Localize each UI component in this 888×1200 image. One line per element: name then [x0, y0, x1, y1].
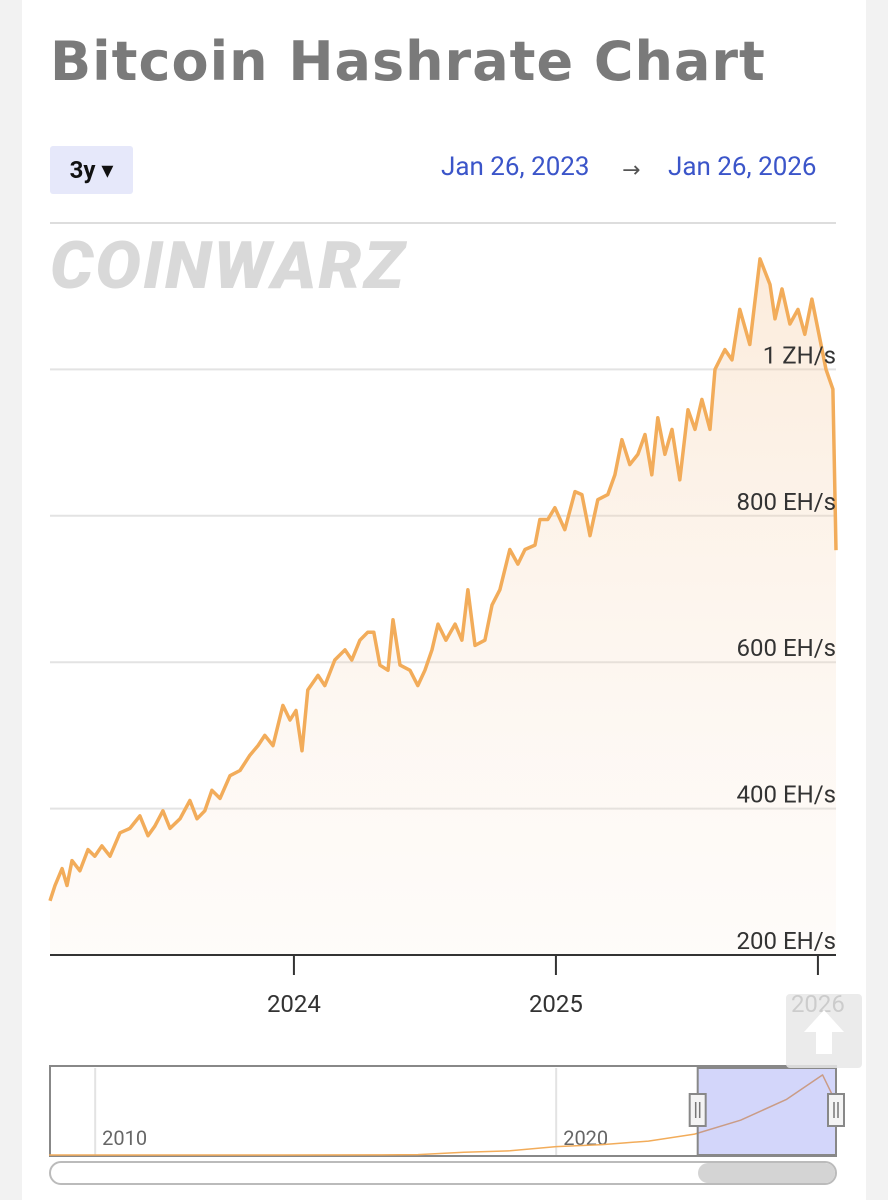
scrollbar-thumb[interactable] [698, 1163, 835, 1183]
navigator-handle[interactable] [688, 1093, 707, 1127]
navigator-line [49, 1074, 837, 1156]
date-to[interactable]: Jan 26, 2026 [668, 152, 817, 182]
scrollbar-track[interactable] [49, 1161, 837, 1185]
x-tick-label: 2025 [529, 990, 583, 1018]
arrow: → [622, 158, 641, 183]
y-tick-label: 800 EH/s [737, 488, 836, 516]
y-tick-label: 1 ZH/s [763, 341, 836, 369]
title: Bitcoin Hashrate Chart [50, 30, 766, 93]
navigator-handle-grip [694, 1102, 701, 1118]
y-tick-label: 600 EH/s [737, 634, 836, 662]
watermark: COINWARZ [50, 228, 408, 305]
navigator-handle[interactable] [827, 1093, 845, 1127]
navigator-tick-label: 2010 [102, 1126, 147, 1150]
line-area [50, 258, 836, 955]
y-tick-label: 400 EH/s [737, 781, 836, 809]
date-from[interactable]: Jan 26, 2023 [441, 152, 590, 182]
x-tick-label: 2024 [267, 990, 321, 1018]
line [48, 257, 838, 902]
navigator-handle-grip [833, 1102, 839, 1118]
y-tick-label: 200 EH/s [737, 927, 836, 955]
navigator-selection[interactable] [696, 1067, 837, 1156]
range-button[interactable]: 3y ▾ [50, 146, 133, 194]
scroll-top-icon [804, 1010, 844, 1054]
